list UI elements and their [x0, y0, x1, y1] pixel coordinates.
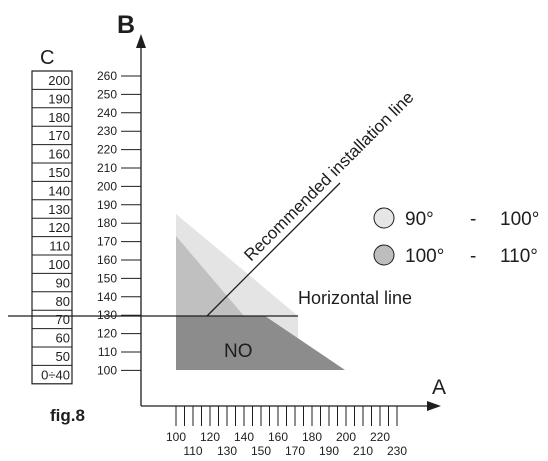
a-tick-label-lower: 210 — [353, 444, 373, 458]
axis-b-label: B — [117, 11, 135, 39]
b-tick-label: 100 — [97, 363, 117, 377]
c-scale-value: 160 — [48, 147, 70, 162]
legend-item-90-100: 90° - 100° — [373, 207, 539, 230]
c-scale-value: 120 — [48, 220, 70, 235]
c-scale-value: 90 — [56, 275, 70, 290]
c-scale-frame — [31, 70, 73, 385]
b-tick-label: 210 — [97, 161, 117, 175]
c-scale-value: 170 — [48, 128, 70, 143]
c-scale-value: 50 — [56, 349, 70, 364]
a-tick-label-upper: 220 — [370, 430, 390, 444]
axis-a-ticks: 100 120 140 160 180 200 220 110 130 150 170 190 210 2… — [166, 406, 407, 458]
b-tick-label: 120 — [97, 327, 117, 341]
a-tick-label-lower: 230 — [387, 444, 407, 458]
b-tick-label: 130 — [97, 308, 117, 322]
c-scale-value: 140 — [48, 183, 70, 198]
a-tick-label-lower: 110 — [183, 444, 202, 458]
legend-to: 100° — [500, 209, 539, 230]
a-tick-label-upper: 200 — [336, 430, 356, 444]
a-tick-label-upper: 100 — [166, 430, 186, 444]
b-tick-label: 250 — [97, 87, 117, 101]
b-tick-label: 200 — [97, 179, 117, 193]
legend-from: 90° — [405, 209, 434, 230]
legend-from: 100° — [405, 246, 444, 267]
c-scale-value: 180 — [48, 110, 70, 125]
region-no-label: NO — [224, 341, 253, 362]
b-tick-label: 140 — [97, 290, 117, 304]
b-tick-label: 260 — [97, 69, 117, 83]
a-tick-label-upper: 140 — [234, 430, 254, 444]
legend-swatch-light — [373, 207, 395, 229]
a-tick-label-lower: 130 — [217, 444, 237, 458]
a-tick-label-upper: 160 — [268, 430, 288, 444]
recommended-line-label: Recommended installation line — [240, 88, 417, 265]
c-scale-value: 100 — [48, 257, 70, 272]
a-tick-label-lower: 170 — [285, 444, 305, 458]
a-tick-label-upper: 180 — [302, 430, 322, 444]
c-scale-value: 70 — [56, 312, 70, 327]
c-scale-value: 60 — [56, 331, 70, 346]
b-tick-label: 190 — [97, 198, 117, 212]
a-tick-label-lower: 190 — [319, 444, 339, 458]
b-tick-label: 110 — [98, 345, 117, 359]
b-tick-label: 240 — [97, 106, 117, 120]
c-scale-value: 150 — [48, 165, 70, 180]
axis-a-arrow — [427, 401, 441, 411]
c-scale-value: 200 — [48, 73, 70, 88]
c-scale-value: 190 — [48, 91, 70, 106]
c-scale-value: 110 — [49, 239, 70, 254]
legend: 90° - 100° 100° - 110° — [373, 207, 539, 267]
a-tick-label-upper: 120 — [200, 430, 220, 444]
c-scale-value: 130 — [48, 202, 70, 217]
c-scale-value: 0÷40 — [41, 367, 70, 382]
c-scale-table: 200 190 180 170 160 150 140 130 120 110 100 90 80 70 6… — [31, 70, 73, 385]
b-tick-label: 160 — [97, 253, 117, 267]
legend-dash: - — [470, 246, 476, 267]
b-tick-label: 150 — [97, 271, 117, 285]
legend-to: 110° — [500, 246, 538, 267]
region-no — [176, 316, 345, 370]
axis-a-label: A — [432, 376, 446, 399]
b-tick-label: 230 — [97, 124, 117, 138]
horizontal-line-label: Horizontal line — [298, 288, 412, 308]
c-scale-value: 80 — [56, 294, 70, 309]
a-tick-label-lower: 150 — [251, 444, 271, 458]
recommended-installation-line — [206, 182, 341, 317]
axis-b-arrow — [136, 34, 146, 48]
b-tick-label: 220 — [97, 143, 117, 157]
axis-b-ticks: 260 250 240 230 220 210 200 190 180 170 160 150 140 1… — [97, 69, 141, 377]
b-tick-label: 180 — [97, 216, 117, 230]
b-tick-label: 170 — [97, 235, 117, 249]
figure-label: fig.8 — [50, 406, 85, 425]
axis-c-label: C — [40, 47, 54, 69]
legend-dash: - — [470, 209, 476, 230]
legend-item-100-110: 100° - 110° — [373, 244, 538, 267]
legend-swatch-mid — [373, 244, 395, 266]
